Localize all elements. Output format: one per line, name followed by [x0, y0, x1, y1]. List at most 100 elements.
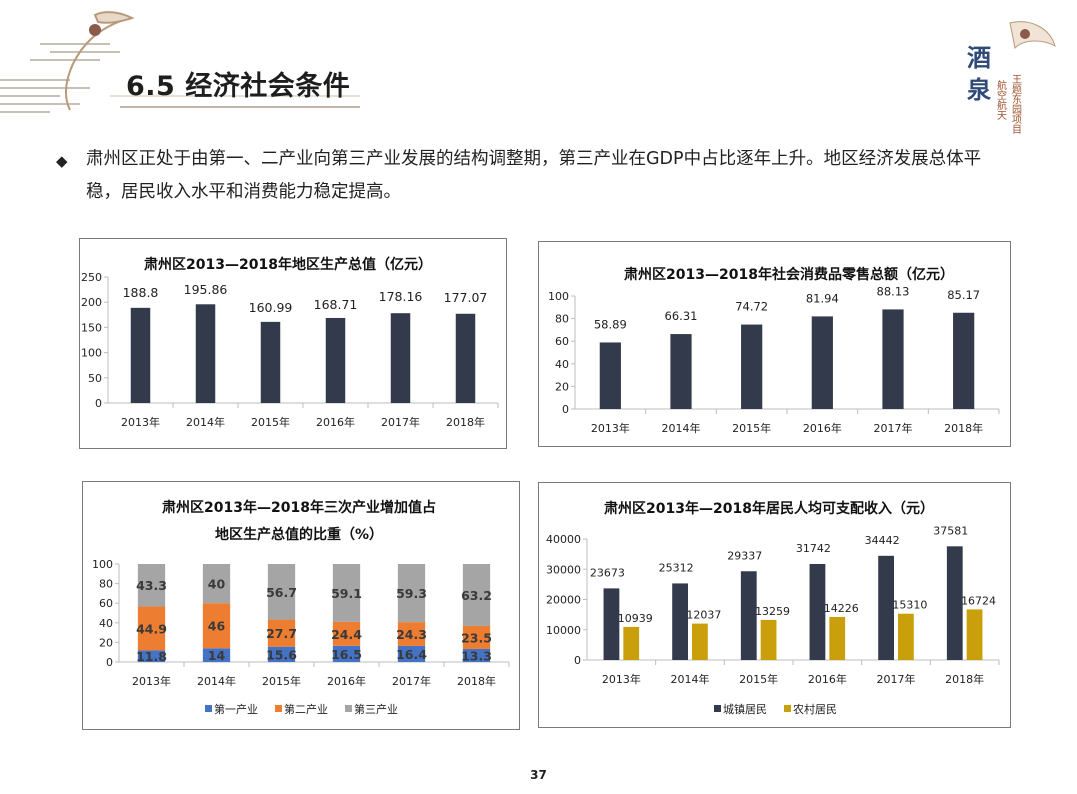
y-tick-label: 100	[548, 290, 569, 303]
x-tick-label: 2018年	[945, 672, 984, 686]
chart-title: 肃州区2013—2018年地区生产总值（亿元）	[144, 256, 432, 273]
bar	[760, 619, 777, 660]
bar-data-label: 188.8	[123, 285, 159, 300]
bar	[390, 313, 411, 403]
stacked-bar-segment	[137, 650, 166, 662]
bar-data-label: 13259	[755, 605, 790, 618]
legend-label: 第一产业	[214, 702, 258, 716]
x-tick-label: 2016年	[316, 415, 355, 429]
logo-subtitle-2: 航空航天	[995, 79, 1007, 121]
bar	[195, 304, 216, 403]
stacked-bar-segment	[267, 564, 296, 620]
x-tick-label: 2014年	[197, 674, 236, 688]
stacked-bar-segment	[202, 564, 231, 604]
y-tick-label: 0	[562, 403, 569, 416]
intro-paragraph: 肃州区正处于由第一、二产业向第三产业发展的结构调整期，第三产业在GDP中占比逐年…	[86, 149, 982, 202]
segment-data-label: 27.7	[266, 626, 297, 641]
x-tick-label: 2014年	[186, 415, 225, 429]
bar-data-label: 58.89	[594, 317, 627, 331]
segment-data-label: 63.2	[461, 588, 492, 603]
page-number: 37	[530, 768, 547, 782]
segment-data-label: 11.8	[136, 649, 167, 664]
stacked-bar-segment	[397, 622, 426, 646]
bar-data-label: 66.31	[665, 309, 698, 323]
bar-data-label: 25312	[659, 561, 694, 574]
legend-swatch	[784, 705, 791, 712]
bar-data-label: 23673	[590, 566, 625, 579]
stacked-bar-segment	[267, 646, 296, 662]
bar	[455, 313, 476, 403]
y-tick-label: 150	[81, 321, 102, 334]
y-tick-label: 0	[106, 656, 113, 669]
y-tick-label: 20	[555, 380, 569, 393]
stacked-bar-segment	[332, 645, 361, 662]
bar	[741, 324, 763, 409]
bar	[882, 309, 904, 409]
income-chart: 肃州区2013年—2018年居民人均可支配收入（元） 0 10000 20000 300…	[546, 500, 1000, 716]
bar-data-label: 178.16	[379, 289, 423, 304]
stacked-bar-segment	[462, 648, 491, 662]
bar-data-label: 15310	[892, 599, 927, 612]
x-tick-label: 2017年	[381, 415, 420, 429]
structure-chart-panel: 肃州区2013年—2018年三次产业增加值占 地区生产总值的比重（%） 0 20 40 6…	[82, 481, 520, 730]
segment-data-label: 24.3	[396, 627, 427, 642]
segment-data-label: 16.4	[396, 647, 427, 662]
segment-data-label: 44.9	[136, 621, 167, 636]
gdp-chart-panel: 肃州区2013—2018年地区生产总值（亿元） 0 50 100 150 200 250 20…	[79, 238, 507, 449]
bar-data-label: 31742	[796, 542, 831, 555]
x-tick-label: 2016年	[808, 672, 847, 686]
y-tick-label: 20000	[546, 594, 581, 607]
x-tick-label: 2014年	[671, 672, 710, 686]
page-title: 6.5 经济社会条件	[126, 71, 351, 102]
segment-data-label: 13.3	[461, 648, 492, 663]
bar-data-label: 160.99	[249, 300, 293, 315]
segment-data-label: 40	[208, 577, 226, 592]
segment-data-label: 59.3	[396, 586, 427, 601]
legend-label: 农村居民	[793, 702, 837, 716]
bar-data-label: 34442	[865, 534, 900, 547]
logo-emblem: 酒 泉 王题东园项目 航空航天	[967, 21, 1056, 134]
bar	[670, 334, 692, 409]
x-tick-label: 2018年	[446, 415, 485, 429]
bar-data-label: 195.86	[184, 282, 228, 297]
segment-data-label: 24.4	[331, 627, 362, 642]
x-tick-label: 2015年	[262, 674, 301, 688]
x-tick-label: 2018年	[457, 674, 496, 688]
y-tick-label: 200	[81, 296, 102, 309]
legend-label: 第二产业	[284, 702, 328, 716]
x-tick-label: 2014年	[662, 421, 701, 435]
bar-data-label: 74.72	[735, 300, 768, 314]
segment-data-label: 59.1	[331, 586, 362, 601]
bar	[966, 609, 983, 660]
bar-data-label: 88.13	[877, 284, 910, 298]
y-tick-label: 50	[88, 372, 102, 385]
x-tick-label: 2016年	[327, 674, 366, 688]
stacked-bar-segment	[397, 564, 426, 623]
bar	[740, 571, 757, 660]
x-tick-label: 2015年	[739, 672, 778, 686]
x-tick-label: 2018年	[944, 421, 983, 435]
segment-data-label: 43.3	[136, 578, 167, 593]
bar	[692, 623, 708, 660]
bar	[898, 613, 914, 660]
stacked-bar-segment	[332, 621, 361, 646]
y-tick-label: 100	[81, 347, 102, 360]
y-tick-label: 80	[99, 578, 113, 591]
legend-label: 城镇居民	[723, 702, 767, 716]
x-tick-label: 2015年	[732, 421, 771, 435]
y-tick-label: 10000	[546, 624, 581, 637]
gdp-chart: 肃州区2013—2018年地区生产总值（亿元） 0 50 100 150 200 250 20…	[81, 256, 499, 429]
x-tick-label: 2013年	[121, 415, 160, 429]
stacked-bar-segment	[397, 645, 426, 662]
y-tick-label: 0	[574, 654, 581, 667]
title-divider	[120, 106, 360, 108]
y-tick-label: 80	[555, 313, 569, 326]
stacked-bar-segment	[332, 564, 361, 622]
bar	[603, 588, 620, 660]
logo-subtitle-1: 王题东园项目	[1010, 74, 1022, 134]
legend-swatch	[714, 705, 721, 712]
bar	[811, 316, 833, 409]
bar	[672, 583, 688, 660]
retail-chart: 肃州区2013—2018年社会消费品零售总额（亿元） 0 20 40 60 80 100 20…	[548, 266, 1000, 435]
